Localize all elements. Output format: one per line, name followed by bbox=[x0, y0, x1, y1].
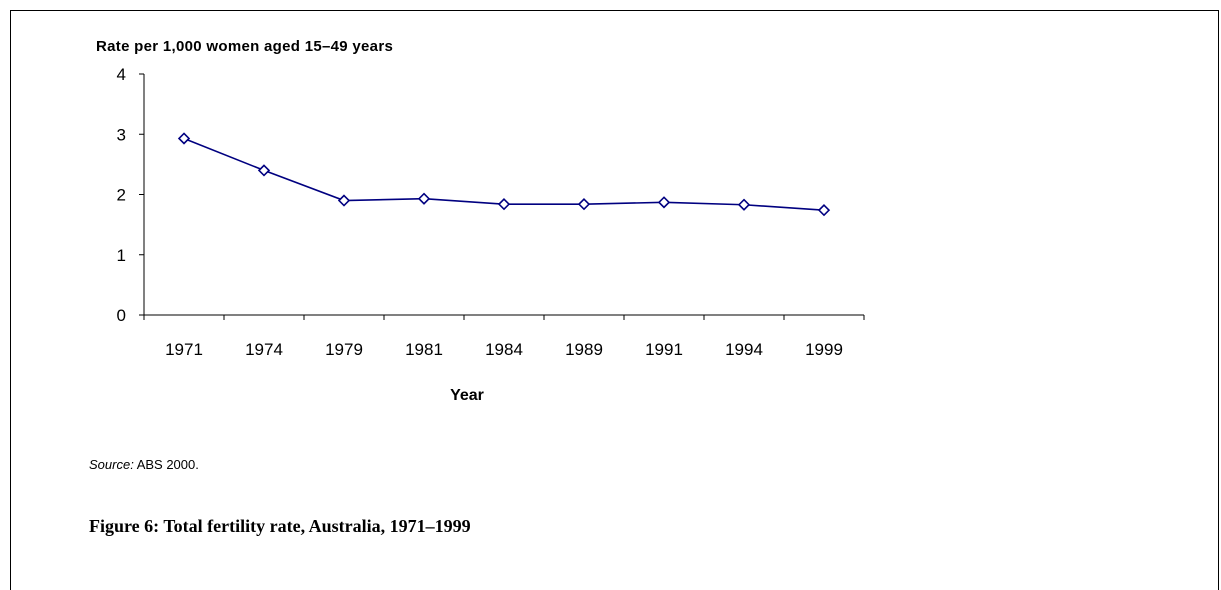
x-tick-label: 1984 bbox=[485, 340, 523, 359]
figure-caption: Figure 6: Total fertility rate, Australi… bbox=[89, 516, 471, 536]
x-tick-label: 1981 bbox=[405, 340, 443, 359]
x-axis-title: Year bbox=[450, 387, 484, 404]
source-text: ABS 2000. bbox=[133, 457, 199, 472]
y-tick-label: 2 bbox=[117, 186, 126, 205]
y-tick-label: 4 bbox=[117, 65, 126, 84]
x-tick-label: 1989 bbox=[565, 340, 603, 359]
source-prefix: Source: bbox=[89, 457, 134, 472]
y-axis-title: Rate per 1,000 women aged 15–49 years bbox=[96, 38, 394, 55]
y-tick-label: 1 bbox=[117, 246, 126, 265]
data-point-marker bbox=[337, 194, 351, 207]
source-note: Source: ABS 2000. bbox=[89, 457, 199, 472]
data-point-marker bbox=[177, 132, 191, 145]
x-tick-label: 1974 bbox=[245, 340, 283, 359]
x-tick-label: 1991 bbox=[645, 340, 683, 359]
y-tick-label: 3 bbox=[117, 125, 126, 144]
data-point-marker bbox=[817, 204, 831, 217]
data-point-marker bbox=[417, 192, 431, 205]
data-point-marker bbox=[657, 196, 671, 209]
figure-frame bbox=[10, 10, 1219, 590]
data-point-marker bbox=[257, 164, 271, 177]
x-tick-label: 1979 bbox=[325, 340, 363, 359]
chart-axes: 0 1 2 3 4 1971 1974 1979 1981 1984 1989 1991 1994 199… bbox=[117, 65, 865, 359]
chart-marks bbox=[177, 132, 831, 217]
data-point-marker bbox=[577, 198, 591, 211]
x-tick-label: 1999 bbox=[805, 340, 843, 359]
x-tick-label: 1994 bbox=[725, 340, 763, 359]
x-tick-label: 1971 bbox=[165, 340, 203, 359]
y-tick-label: 0 bbox=[117, 306, 126, 325]
data-point-marker bbox=[497, 198, 511, 211]
data-point-marker bbox=[737, 198, 751, 211]
